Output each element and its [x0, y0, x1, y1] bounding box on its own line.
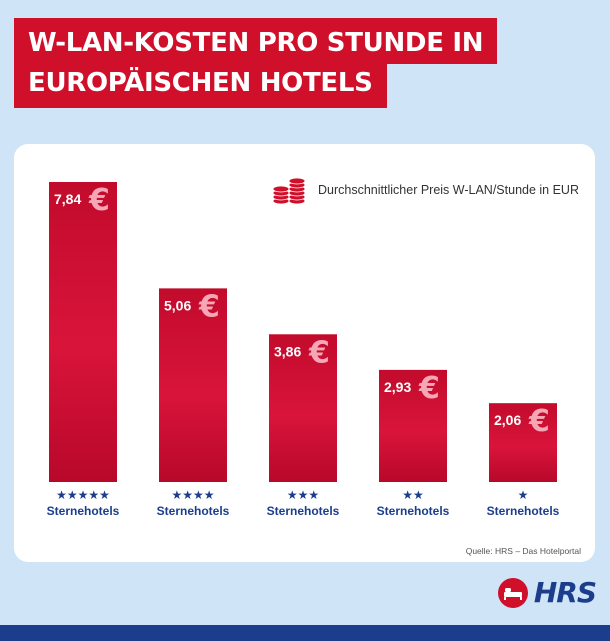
category-label-3: Sternehotels: [266, 504, 340, 518]
euro-symbol-3: €: [308, 335, 330, 370]
hrs-logo: HRS: [497, 576, 597, 609]
bar-value-label-4: 2,93: [384, 379, 411, 395]
bar-5: [489, 403, 557, 482]
star-rating-4: ★★: [402, 488, 424, 502]
euro-symbol-4: €: [418, 371, 440, 406]
star-rating-2: ★★★★: [171, 488, 215, 502]
star-rating-3: ★★★: [286, 488, 320, 502]
bar-chart: 7,84 €5,06 €3,86 €2,93 €2,06 €: [49, 182, 557, 482]
title-line-1: W-LAN-KOSTEN PRO STUNDE IN: [14, 18, 498, 64]
logo-text: HRS: [533, 576, 597, 609]
bar-value-label-2: 5,06: [164, 297, 191, 313]
coin-stacks-icon: [272, 177, 306, 205]
bar-4: [379, 369, 447, 482]
legend-label: Durchschnittlicher Preis W-LAN/Stunde in…: [318, 183, 579, 197]
euro-symbol-1: €: [88, 183, 110, 218]
star-rating-5: ★: [517, 488, 529, 502]
bar-3: [269, 334, 337, 482]
euro-symbol-5: €: [528, 404, 550, 439]
bar-2: [159, 288, 227, 482]
bottom-band: [0, 625, 610, 641]
source-note: Quelle: HRS – Das Hotelportal: [465, 546, 581, 556]
category-label-1: Sternehotels: [46, 504, 120, 518]
bed-icon: [497, 577, 528, 608]
star-rating-1: ★★★★★: [56, 488, 110, 502]
bar-1: [49, 182, 117, 482]
chart-card: Durchschnittlicher Preis W-LAN/Stunde in…: [14, 144, 595, 562]
bar-value-label-3: 3,86: [274, 343, 301, 359]
title-line-2: EUROPÄISCHEN HOTELS: [14, 62, 387, 108]
category-label-4: Sternehotels: [376, 504, 450, 518]
chart-legend: Durchschnittlicher Preis W-LAN/Stunde in…: [272, 174, 579, 206]
euro-symbol-2: €: [198, 289, 220, 324]
bar-value-label-5: 2,06: [494, 412, 521, 428]
category-label-5: Sternehotels: [486, 504, 560, 518]
category-label-2: Sternehotels: [156, 504, 230, 518]
bar-value-label-1: 7,84: [54, 191, 81, 207]
